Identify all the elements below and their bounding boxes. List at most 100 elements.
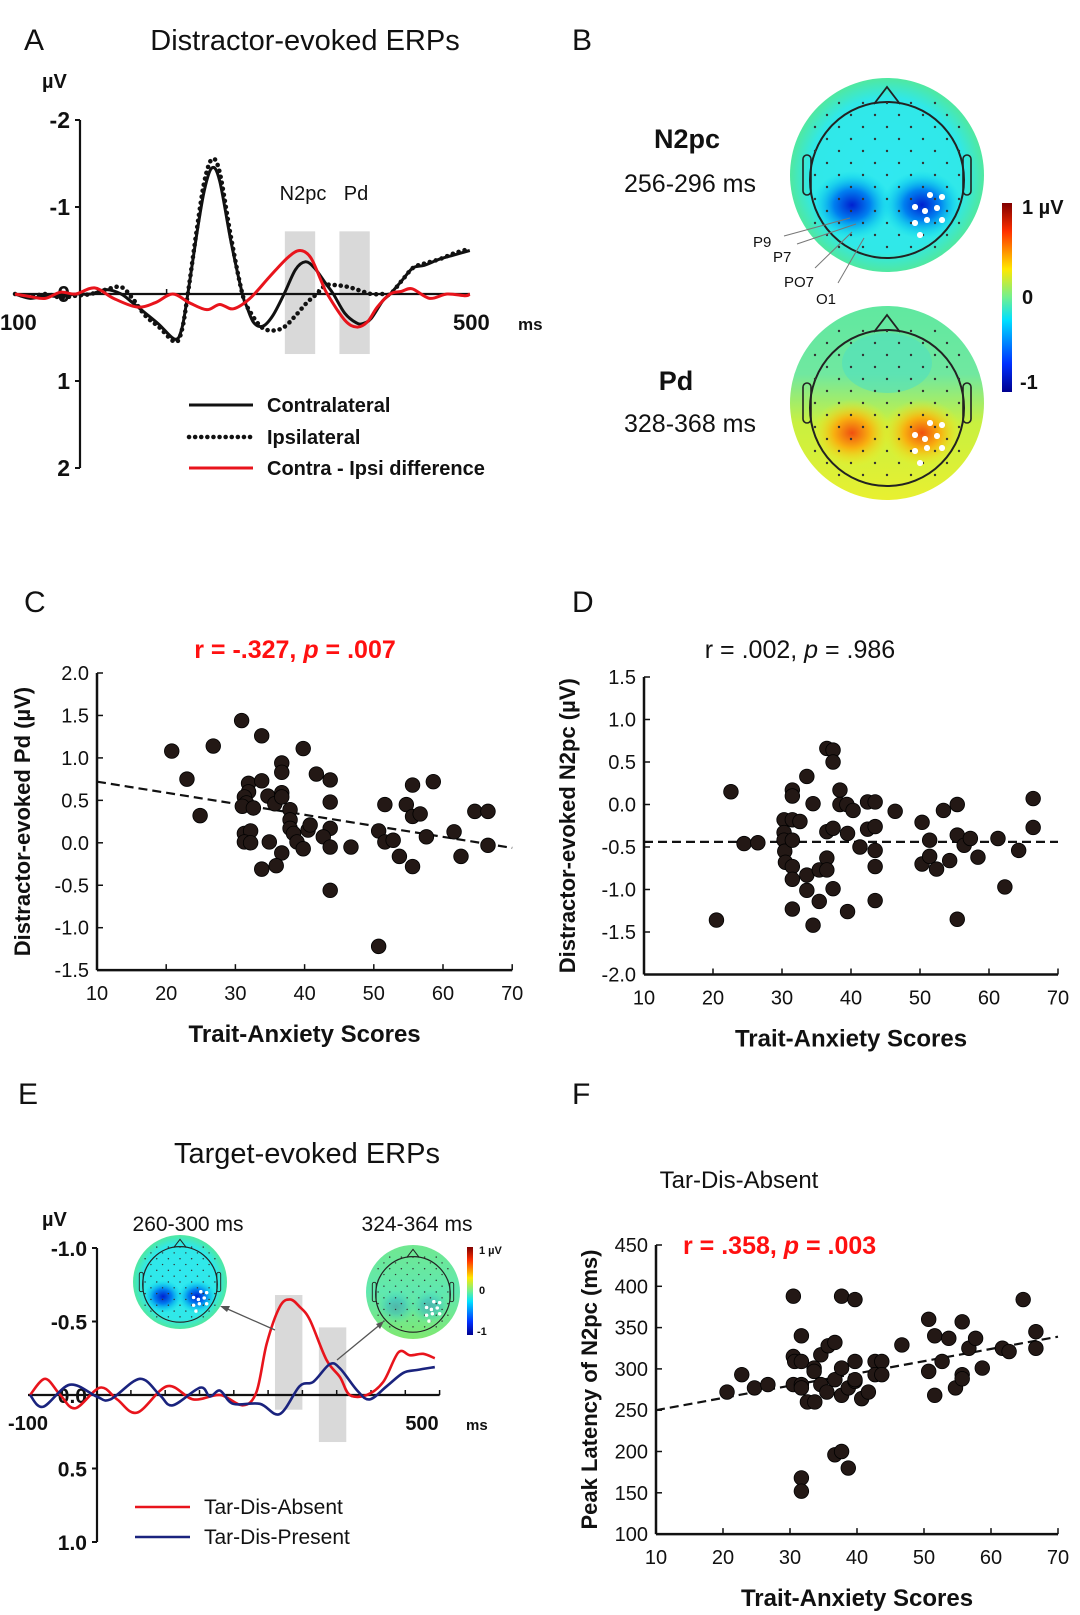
electrode-dot (156, 1258, 158, 1260)
x-tick-label: 30 (779, 1547, 801, 1569)
electrode-dot (909, 473, 913, 477)
electrode-dot (825, 113, 829, 117)
topomap-target-early (133, 1235, 227, 1329)
roi-electrode (437, 1301, 442, 1305)
colorbar-e-min: -1 (477, 1326, 487, 1338)
panel-b: B N2pc 256-296 ms Pd 328-368 ms P9 P7 PO… (572, 24, 1064, 500)
x-tick-label: 70 (1047, 1547, 1069, 1569)
pd-window: 328-368 ms (624, 410, 756, 438)
scatter-point (949, 796, 965, 813)
topo2-window: 324-364 ms (362, 1213, 473, 1236)
electrode-dot (825, 161, 829, 165)
scatter-point (253, 861, 270, 877)
scatter-point (322, 794, 338, 810)
electrode-dot (945, 461, 949, 465)
electrode-dot (202, 1258, 204, 1260)
y-tick-label: -1.5 (602, 922, 636, 944)
electrode-dot (161, 1252, 164, 1254)
colorbar (1002, 203, 1012, 392)
nose-outline (873, 313, 901, 333)
electrode-dot (885, 149, 889, 153)
electrode-dot (394, 1308, 397, 1311)
scatter-point (1028, 1340, 1044, 1356)
roi-electrode (939, 217, 945, 223)
electrode-dot (885, 329, 889, 333)
scatter-point (974, 1360, 990, 1376)
scatter-point (827, 1371, 843, 1388)
scatter-point (847, 1371, 863, 1388)
scatter-point (793, 1353, 810, 1370)
roi-electrode (912, 204, 918, 210)
electrode-dot (389, 1268, 391, 1270)
roi-electrode (939, 445, 945, 451)
electrode-dot (825, 437, 829, 441)
scatter-point (295, 841, 311, 857)
roi-electrode (912, 432, 918, 438)
x-tick-label: 40 (840, 988, 862, 1010)
n2pc-window: 256-296 ms (624, 170, 756, 198)
electrode-dot (861, 125, 865, 129)
electrode-dot (418, 1273, 420, 1276)
electrode-dot (873, 161, 877, 165)
panel-a-title: Distractor-evoked ERPs (150, 25, 459, 57)
scatter-point (274, 789, 290, 805)
panel-letter-e: E (18, 1078, 38, 1111)
electrode-dot (921, 365, 925, 369)
scatter-point (825, 820, 841, 837)
electrode-dot (400, 1268, 403, 1270)
electrode-dot (849, 365, 853, 369)
x-tick-label: 60 (980, 1547, 1002, 1569)
y-tick-label: 0.0 (608, 795, 636, 817)
nose-outline (873, 85, 901, 105)
electrode-dot (813, 425, 817, 429)
activation-blob (812, 399, 892, 467)
roi-electrode (202, 1296, 206, 1300)
scatter-point (1028, 1324, 1044, 1340)
y-tick-label: 0.5 (58, 1459, 88, 1482)
electrode-dot (945, 137, 949, 141)
callout-line-po7 (814, 231, 853, 269)
electrode-dot (389, 1314, 391, 1316)
electrode-dot (377, 1291, 379, 1293)
electrode-dot (873, 209, 877, 213)
electrode-dot (167, 1258, 170, 1260)
arrow-to-topo1 (222, 1306, 276, 1331)
electrode-dot (933, 449, 937, 453)
roi-electrode (437, 1312, 442, 1316)
y-tick-label: 400 (615, 1276, 648, 1298)
electrode-dot (144, 1304, 146, 1306)
electrode-dot (921, 137, 925, 141)
electrode-dot (885, 221, 889, 225)
window-label-pd: Pd (344, 183, 368, 205)
scatter-point (245, 800, 262, 816)
electrode-dot (825, 209, 829, 213)
electrode-dot (897, 389, 901, 393)
scatter-point (302, 817, 318, 833)
electrode-dot (921, 185, 925, 189)
roi-electrode (435, 1306, 439, 1310)
scatter-point (921, 848, 938, 865)
scatter-point (746, 1380, 763, 1396)
electrode-dot (185, 1287, 187, 1289)
electrode-dot (861, 449, 865, 453)
panel-a-y-unit: µV (42, 71, 68, 93)
activation-blob (882, 171, 962, 239)
electrode-dot (813, 449, 817, 453)
scatter-point (308, 766, 325, 782)
scatter-point (954, 1314, 970, 1330)
scatter-point (920, 1363, 937, 1380)
electrode-dot (441, 1285, 443, 1287)
electrode-dot (945, 113, 949, 117)
electrode-dot (441, 1320, 443, 1322)
roi-electrode (191, 1295, 196, 1300)
colorbar-mid: 0 (1022, 287, 1033, 309)
x-axis-label: Trait-Anxiety Scores (189, 1021, 421, 1048)
shaded-window (318, 1327, 347, 1443)
scatter-point (785, 1288, 802, 1304)
y-tick-label: 350 (615, 1318, 648, 1340)
electrode-dot (196, 1263, 199, 1266)
scatter-point (954, 1371, 970, 1387)
electrode-dot (921, 389, 925, 393)
scatter-point (734, 1366, 750, 1383)
electrode-dot (897, 365, 901, 369)
